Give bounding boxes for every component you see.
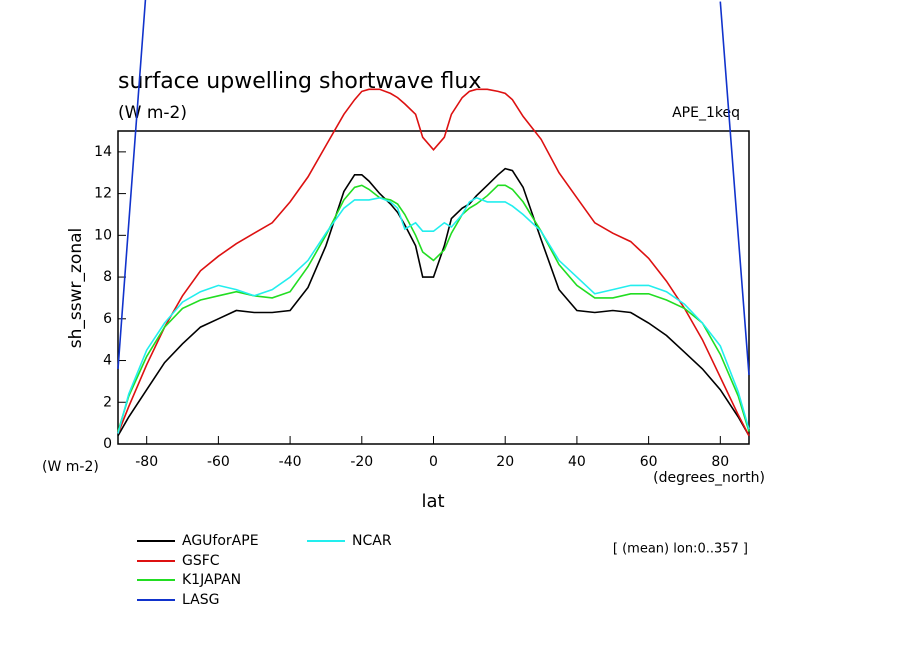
x-axis-label: lat [421,491,444,512]
y-units: (W m-2) [42,459,99,475]
y-tick-label: 4 [103,353,112,369]
y-tick-label: 14 [94,144,112,160]
series-line [117,88,750,437]
x-tick-label: 20 [496,454,514,470]
x-tick-label: -20 [350,454,373,470]
note: [ (mean) lon:0..357 ] [613,542,748,557]
dataset-label: APE_1keq [672,105,740,121]
x-tick-label: 60 [640,454,658,470]
series-line [117,184,750,432]
y-tick-label: 2 [103,394,112,410]
x-tick-label: -60 [207,454,230,470]
y-tick-label: 8 [103,269,112,285]
x-tick-label: -40 [279,454,302,470]
series-line [117,196,750,434]
legend-label: K1JAPAN [182,572,241,588]
legend-label: LASG [182,592,219,608]
x-tick-label: 40 [568,454,586,470]
y-axis-label: sh_sswr_zonal [66,228,86,348]
x-tick-label: 80 [711,454,729,470]
x-units: (degrees_north) [653,470,765,486]
legend-label: AGUforAPE [182,533,259,549]
subtitle: (W m-2) [118,103,187,123]
x-tick-label: -80 [135,454,158,470]
y-tick-label: 10 [94,227,112,243]
series-line [117,0,750,376]
legend-label: GSFC [182,553,220,569]
legend-label: NCAR [352,533,392,549]
y-tick-label: 12 [94,186,112,202]
chart-title: surface upwelling shortwave flux [118,69,481,94]
y-tick-label: 6 [103,311,112,327]
series-line [117,167,750,437]
x-tick-label: 0 [429,454,438,470]
y-tick-label: 0 [103,436,112,452]
